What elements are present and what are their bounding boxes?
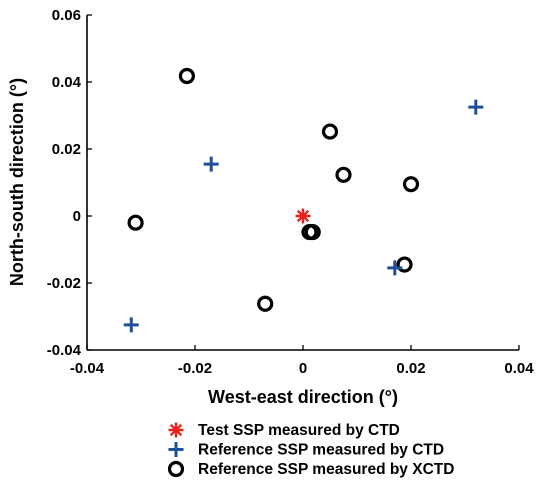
plus-data-point (387, 260, 403, 276)
y-tick-label: 0 (73, 208, 81, 225)
legend: Test SSP measured by CTD Reference SSP me… (167, 422, 454, 478)
legend-plus-icon (168, 442, 184, 457)
x-tick-label: -0.04 (70, 360, 105, 377)
legend-asterisk-icon (168, 422, 184, 438)
y-tick-label: -0.04 (47, 342, 82, 359)
circle-data-point (127, 214, 144, 231)
x-axis-label: West-east direction (°) (208, 387, 398, 407)
x-tick-label: 0.02 (396, 360, 425, 377)
legend-entry-label: Test SSP measured by CTD (198, 422, 400, 439)
circle-data-point (178, 67, 195, 85)
legend-entry-label: Reference SSP measured by CTD (198, 442, 444, 459)
plot-area (86, 15, 519, 351)
asterisk-data-point (295, 208, 311, 224)
circle-data-point (396, 256, 413, 273)
y-axis-label: North-south direction (°) (7, 78, 27, 286)
circle-data-point (335, 166, 352, 183)
legend-circle-icon (167, 460, 185, 478)
y-tick-label: 0.06 (52, 7, 81, 24)
y-tick-label: 0.02 (52, 141, 81, 158)
plus-data-point (203, 156, 219, 172)
x-tick-label: 0.04 (504, 360, 534, 377)
circle-data-point (304, 223, 321, 241)
x-tick-label: -0.02 (178, 360, 212, 377)
x-axis-ticks: -0.04 -0.02 0 0.02 0.04 (70, 345, 534, 377)
plus-data-point (468, 99, 484, 115)
y-axis-ticks: -0.04 -0.02 0 0.02 0.04 0.06 (47, 7, 92, 359)
circle-data-point (321, 123, 339, 140)
circle-data-point (257, 295, 274, 312)
y-tick-label: 0.04 (52, 74, 82, 91)
plus-data-point (123, 317, 139, 333)
x-tick-label: 0 (299, 360, 307, 377)
legend-entry-label: Reference SSP measured by XCTD (198, 461, 454, 478)
y-tick-label: -0.02 (47, 275, 81, 292)
data-points (123, 67, 484, 333)
circle-data-point (402, 176, 420, 193)
